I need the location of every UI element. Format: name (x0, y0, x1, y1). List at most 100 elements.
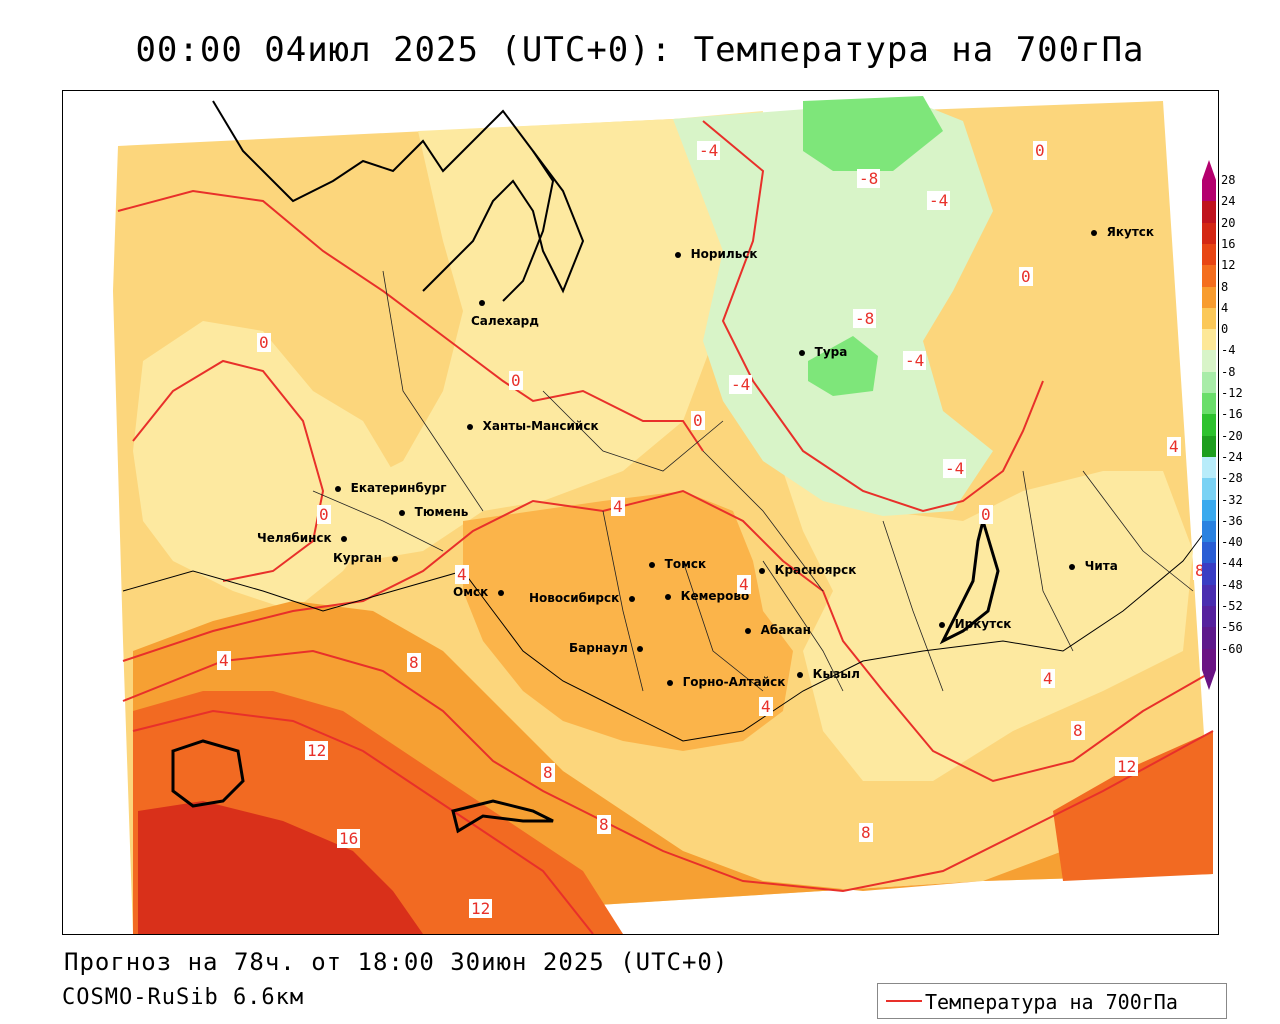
isotherm-label: 0 (1019, 267, 1033, 286)
zone-4-8-center (463, 491, 793, 751)
city-krasnoyarsk: Красноярск (759, 559, 856, 578)
colorbar-segment (1202, 222, 1216, 245)
city-dot (797, 672, 803, 678)
city-label: Барнаул (569, 641, 628, 655)
colorbar-segment (1202, 393, 1216, 415)
city-dot (759, 568, 765, 574)
colorbar-tick-label: -4 (1221, 343, 1236, 358)
city-dot (939, 622, 945, 628)
isotherm-label: 4 (1041, 669, 1055, 688)
legend-line-swatch (886, 1000, 922, 1002)
zone-neg8-tura (808, 336, 878, 396)
isotherm-label: 8 (1071, 721, 1085, 740)
isotherm-label: 4 (217, 651, 231, 670)
colorbar-tick-label: 4 (1221, 300, 1229, 315)
colorbar-tick-label: -48 (1221, 577, 1243, 592)
city-label: Ханты-Мансийск (482, 419, 599, 433)
colorbar-tick-label: -40 (1221, 535, 1243, 550)
city-tura: Тура (799, 341, 847, 360)
colorbar-segment (1202, 201, 1216, 224)
colorbar-segment (1202, 243, 1216, 266)
city-abakan: Абакан (745, 619, 811, 638)
isotherm-label: 4 (611, 497, 625, 516)
zone-0-4-north (293, 111, 763, 561)
city-tyumen: Тюмень (399, 501, 468, 520)
city-label: Курган (333, 551, 382, 565)
city-dot (399, 510, 405, 516)
city-khanty-mansiysk: Ханты-Мансийск (467, 415, 599, 434)
colorbar-segment (1202, 350, 1216, 373)
colorbar-tick-label: -8 (1221, 364, 1236, 379)
colorbar-bottom-arrow (1202, 670, 1216, 690)
colorbar-segment (1202, 584, 1216, 607)
zone-16-20 (138, 801, 423, 934)
isotherm-label: 0 (257, 333, 271, 352)
city-kyzyl: Кызыл (797, 663, 860, 682)
city-dot (1069, 564, 1075, 570)
colorbar-tick-label: 8 (1221, 279, 1229, 294)
colorbar-segment (1202, 371, 1216, 394)
isotherm-label: 8 (541, 763, 555, 782)
city-yakutsk: Якутск (1091, 221, 1154, 240)
colorbar-tick-label: -16 (1221, 407, 1243, 422)
isotherm-label: 8 (407, 653, 421, 672)
city-gorno-altaysk: Горно-Алтайск (667, 671, 785, 690)
city-kurgan: Курган (333, 547, 398, 566)
colorbar-segment (1202, 286, 1216, 309)
city-label: Чита (1084, 559, 1118, 573)
isotherm-4 (122, 489, 1214, 783)
city-label: Челябинск (257, 531, 332, 545)
city-label: Томск (664, 557, 707, 571)
city-label: Тюмень (414, 505, 469, 519)
city-dot (628, 596, 635, 602)
isotherm-label: 0 (317, 505, 331, 524)
colorbar-tick-label: -32 (1221, 492, 1243, 507)
temperature-map: Норильск Якутск Салехард Тура Ханты-Манс… (62, 90, 1219, 935)
city-tomsk: Томск (649, 553, 706, 572)
zone-0-4-west (133, 321, 393, 611)
city-label: Норильск (690, 247, 758, 261)
isotherm-label: 16 (337, 829, 361, 848)
city-label: Горно-Алтайск (682, 675, 786, 689)
colorbar-tick-label: -20 (1221, 428, 1243, 443)
colorbar-segment (1202, 414, 1216, 437)
colorbar-segment (1202, 180, 1216, 202)
zone-12-16-east (1053, 731, 1213, 881)
legend-label: Температура на 700гПа (925, 990, 1178, 1014)
colorbar-segment (1202, 648, 1216, 671)
isotherm-label: -8 (853, 309, 877, 328)
city-chita: Чита (1069, 555, 1118, 574)
isotherm-label: 4 (455, 565, 469, 584)
colorbar-segment (1202, 265, 1216, 287)
city-label: Тура (814, 345, 848, 359)
map-title: 00:00 04июл 2025 (UTC+0): Температура на… (135, 30, 1145, 70)
city-label: Абакан (760, 623, 811, 637)
colorbar-segment (1202, 499, 1216, 522)
city-label: Новосибирск (529, 591, 620, 605)
model-caption: COSMO-RuSib 6.6км (62, 985, 305, 1010)
city-dot (391, 556, 398, 562)
isotherm-12 (132, 709, 594, 934)
colorbar-tick-label: -44 (1221, 556, 1243, 571)
colorbar-tick-label: -24 (1221, 449, 1243, 464)
colorbar-segment (1202, 542, 1216, 564)
isotherm-label: -4 (903, 351, 927, 370)
zone-neg8 (803, 96, 943, 171)
city-label: Красноярск (774, 563, 857, 577)
city-dot (467, 424, 473, 430)
isotherm-label: 0 (691, 411, 705, 430)
isotherm-0 (117, 189, 704, 452)
city-dot (675, 252, 681, 258)
city-label: Омск (453, 585, 489, 599)
city-label: Кызыл (812, 667, 860, 681)
colorbar-segment (1202, 563, 1216, 586)
colorbar-segment (1202, 520, 1216, 543)
region-borders (312, 270, 1194, 692)
city-label: Екатеринбург (350, 481, 447, 495)
colorbar-tick-label: -60 (1221, 641, 1243, 656)
city-kemerovo: Кемерово (665, 585, 749, 604)
isotherm-label: -8 (857, 169, 881, 188)
isotherm-label: 12 (305, 741, 329, 760)
lake-baikal (939, 515, 1000, 645)
city-dot (637, 646, 644, 652)
